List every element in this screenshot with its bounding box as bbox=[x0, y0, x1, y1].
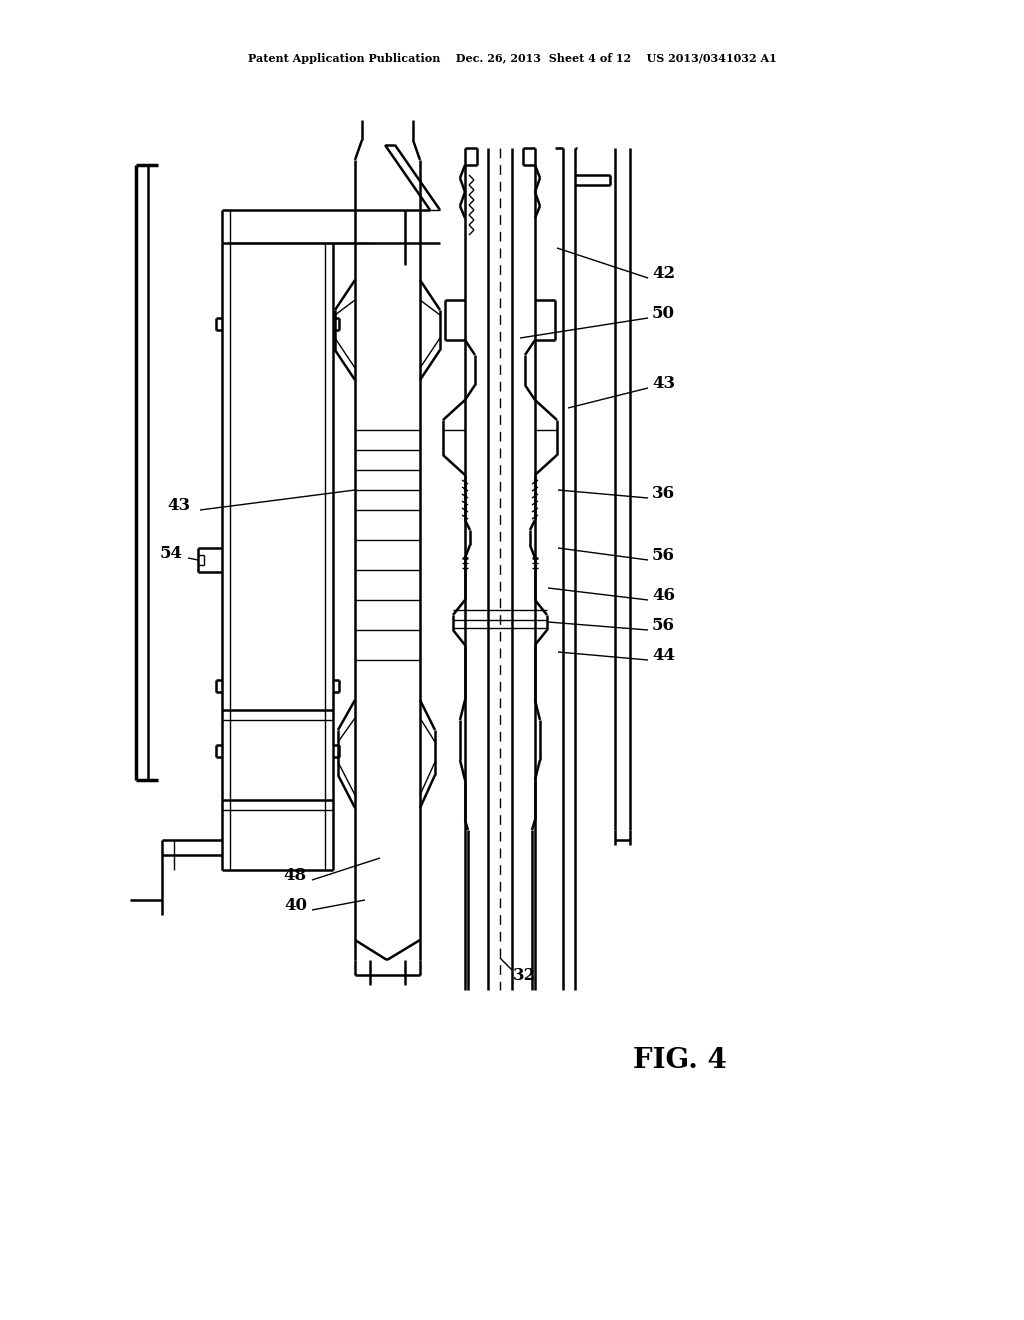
Text: 44: 44 bbox=[652, 647, 675, 664]
Text: Patent Application Publication    Dec. 26, 2013  Sheet 4 of 12    US 2013/034103: Patent Application Publication Dec. 26, … bbox=[248, 53, 776, 63]
Text: 42: 42 bbox=[652, 264, 675, 281]
Text: 56: 56 bbox=[652, 616, 675, 634]
Text: 36: 36 bbox=[652, 484, 675, 502]
Text: 56: 56 bbox=[652, 546, 675, 564]
Text: 48: 48 bbox=[284, 866, 307, 883]
Text: 46: 46 bbox=[652, 586, 675, 603]
Text: 54: 54 bbox=[160, 544, 183, 561]
Text: 50: 50 bbox=[652, 305, 675, 322]
Text: 32: 32 bbox=[513, 966, 537, 983]
Text: FIG. 4: FIG. 4 bbox=[633, 1047, 727, 1073]
Text: 43: 43 bbox=[652, 375, 675, 392]
Text: 43: 43 bbox=[167, 496, 190, 513]
Text: 40: 40 bbox=[284, 896, 307, 913]
